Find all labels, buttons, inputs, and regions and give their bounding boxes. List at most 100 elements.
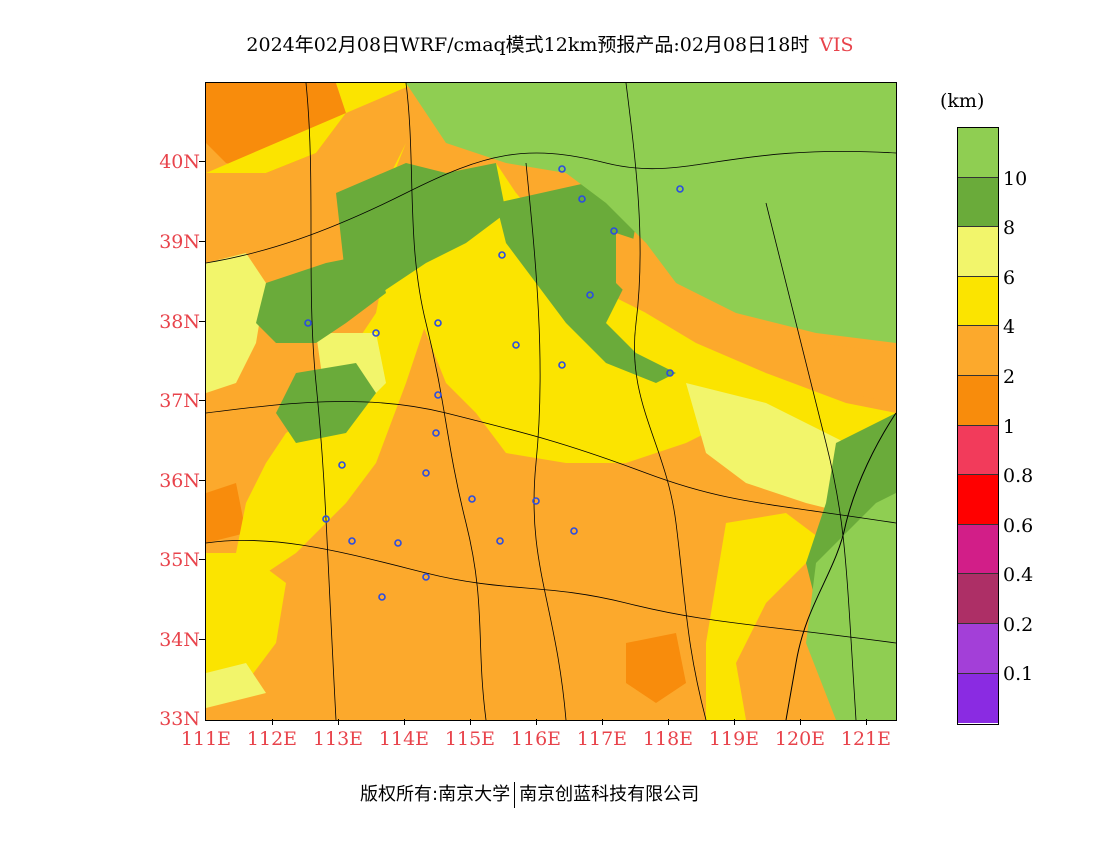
colorbar-segment	[958, 326, 998, 376]
lat-tick	[199, 559, 205, 560]
lon-label-120e: 120E	[774, 728, 826, 750]
province-borders	[206, 83, 896, 720]
station-marker	[468, 495, 476, 503]
copyright-right: 南京创蓝科技有限公司	[519, 784, 700, 805]
station-marker	[578, 195, 586, 203]
lon-label-112e: 112E	[246, 728, 298, 750]
colorbar-label-8: 8	[1003, 217, 1016, 239]
colorbar-segment	[958, 524, 998, 575]
station-marker	[304, 319, 312, 327]
station-marker	[432, 429, 440, 437]
vis-zone-gt10km	[806, 493, 896, 720]
lon-label-119e: 119E	[708, 728, 760, 750]
lat-label-38n: 38N	[159, 311, 200, 333]
station-marker	[348, 537, 356, 545]
station-marker	[422, 573, 430, 581]
colorbar-segment	[958, 276, 998, 327]
coastline	[785, 412, 896, 720]
vis-zone-8-10km	[496, 183, 676, 383]
map-canvas	[206, 83, 896, 720]
colorbar-label-2: 2	[1003, 366, 1016, 388]
colorbar-segment	[958, 623, 998, 674]
lon-label-117e: 117E	[576, 728, 628, 750]
lon-tick	[338, 719, 339, 725]
colorbar	[957, 127, 999, 725]
colorbar-label-0-6: 0.6	[1003, 515, 1034, 537]
station-marker	[558, 165, 566, 173]
station-marker	[532, 497, 540, 505]
colorbar-segment	[958, 128, 998, 178]
footer-divider	[514, 782, 516, 808]
lon-tick	[272, 719, 273, 725]
vis-zone-4-6km	[206, 553, 286, 693]
lat-label-34n: 34N	[159, 629, 200, 651]
lon-tick	[404, 719, 405, 725]
lat-tick	[199, 241, 205, 242]
visibility-map	[205, 82, 897, 721]
station-marker	[666, 369, 674, 377]
map-title: 2024年02月08日WRF/cmaq模式12km预报产品:02月08日18时 V…	[0, 30, 1100, 57]
colorbar-segment	[958, 177, 998, 228]
colorbar-label-1: 1	[1003, 416, 1016, 438]
lat-label-36n: 36N	[159, 470, 200, 492]
colorbar-label-0-4: 0.4	[1003, 564, 1034, 586]
vis-zone-6-8km	[206, 663, 266, 708]
colorbar-label-4: 4	[1003, 316, 1016, 338]
lon-tick	[536, 719, 537, 725]
station-marker	[512, 341, 520, 349]
colorbar-label-10: 10	[1003, 168, 1028, 190]
station-marker	[498, 251, 506, 259]
copyright-left: 版权所有:南京大学	[360, 784, 511, 805]
lon-tick	[668, 719, 669, 725]
variable-label: VIS	[819, 34, 854, 56]
colorbar-label-0-1: 0.1	[1003, 663, 1034, 685]
station-marker	[570, 527, 578, 535]
station-marker	[610, 227, 618, 235]
lat-label-35n: 35N	[159, 549, 200, 571]
station-marker	[372, 329, 380, 337]
lon-tick	[470, 719, 471, 725]
copyright-footer: 版权所有:南京大学 南京创蓝科技有限公司	[360, 780, 699, 808]
lon-label-121e: 121E	[840, 728, 892, 750]
colorbar-label-6: 6	[1003, 267, 1016, 289]
lon-label-118e: 118E	[642, 728, 694, 750]
vis-zone-gt10km	[406, 83, 896, 343]
vis-zone-8-10km	[256, 253, 386, 343]
colorbar-segment	[958, 425, 998, 476]
station-marker	[394, 539, 402, 547]
lon-label-113e: 113E	[312, 728, 364, 750]
station-marker	[496, 537, 504, 545]
lon-tick	[866, 719, 867, 725]
station-marker	[434, 319, 442, 327]
station-marker	[422, 469, 430, 477]
lat-label-37n: 37N	[159, 390, 200, 412]
colorbar-segment	[958, 375, 998, 426]
station-marker	[338, 461, 346, 469]
lat-label-33n: 33N	[159, 708, 200, 730]
lat-tick	[199, 639, 205, 640]
station-marker	[378, 593, 386, 601]
lon-label-114e: 114E	[378, 728, 430, 750]
vis-zone-2-4km	[616, 233, 896, 403]
colorbar-segment	[958, 475, 998, 525]
title-text: 2024年02月08日WRF/cmaq模式12km预报产品:02月08日18时	[246, 34, 810, 56]
station-marker	[676, 185, 684, 193]
vis-zone-1-2km	[626, 633, 686, 703]
colorbar-label-0-8: 0.8	[1003, 465, 1034, 487]
colorbar-label-0-2: 0.2	[1003, 614, 1034, 636]
lat-tick	[199, 161, 205, 162]
station-marker	[558, 361, 566, 369]
vis-zone-1-2km	[206, 483, 246, 543]
colorbar-unit: (km)	[940, 90, 985, 112]
colorbar-segment	[958, 574, 998, 624]
colorbar-segment	[958, 673, 998, 724]
station-marker	[434, 391, 442, 399]
lon-tick	[734, 719, 735, 725]
lon-tick	[800, 719, 801, 725]
station-marker	[586, 291, 594, 299]
vis-zone-8-10km	[276, 363, 376, 443]
lon-tick	[602, 719, 603, 725]
colorbar-segment	[958, 227, 998, 277]
lon-label-116e: 116E	[510, 728, 562, 750]
vis-zone-4-6km	[706, 513, 826, 720]
